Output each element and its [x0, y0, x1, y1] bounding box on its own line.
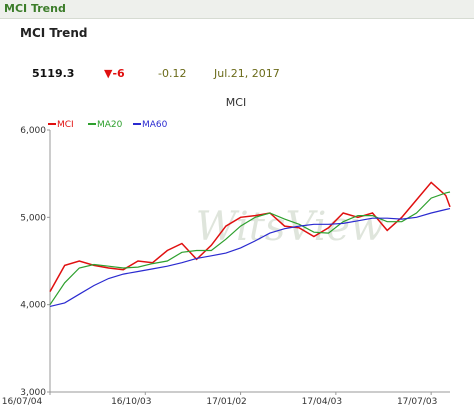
- header-bar: MCI Trend: [0, 0, 474, 19]
- x-tick-label: 17/01/02: [206, 397, 246, 407]
- chart-title: MCI: [226, 96, 246, 109]
- panel-title: MCI Trend: [20, 26, 88, 40]
- legend-label: MA20: [97, 120, 123, 130]
- y-tick-label: 6,000: [20, 126, 46, 136]
- x-tick-label: 16/07/04: [2, 397, 43, 407]
- change: ▼-6: [104, 67, 125, 80]
- x-tick-label: 17/04/03: [302, 397, 342, 407]
- change-value: -6: [112, 67, 125, 80]
- y-tick-label: 4,000: [20, 301, 46, 311]
- date: Jul.21, 2017: [214, 67, 280, 80]
- x-tick-label: 17/07/03: [397, 397, 437, 407]
- y-tick-label: 5,000: [20, 213, 46, 223]
- legend-label: MA60: [142, 120, 168, 130]
- percent: -0.12: [158, 67, 187, 80]
- series-line: [49, 208, 451, 307]
- down-arrow: ▼: [104, 67, 113, 80]
- header-title: MCI Trend: [4, 2, 66, 15]
- legend-label: MCI: [57, 120, 74, 130]
- series-line: [49, 191, 451, 306]
- price: 5119.3: [32, 67, 75, 80]
- y-tick-label: 3,000: [20, 388, 46, 398]
- series-line: [49, 181, 451, 292]
- x-tick-label: 16/10/03: [111, 397, 151, 407]
